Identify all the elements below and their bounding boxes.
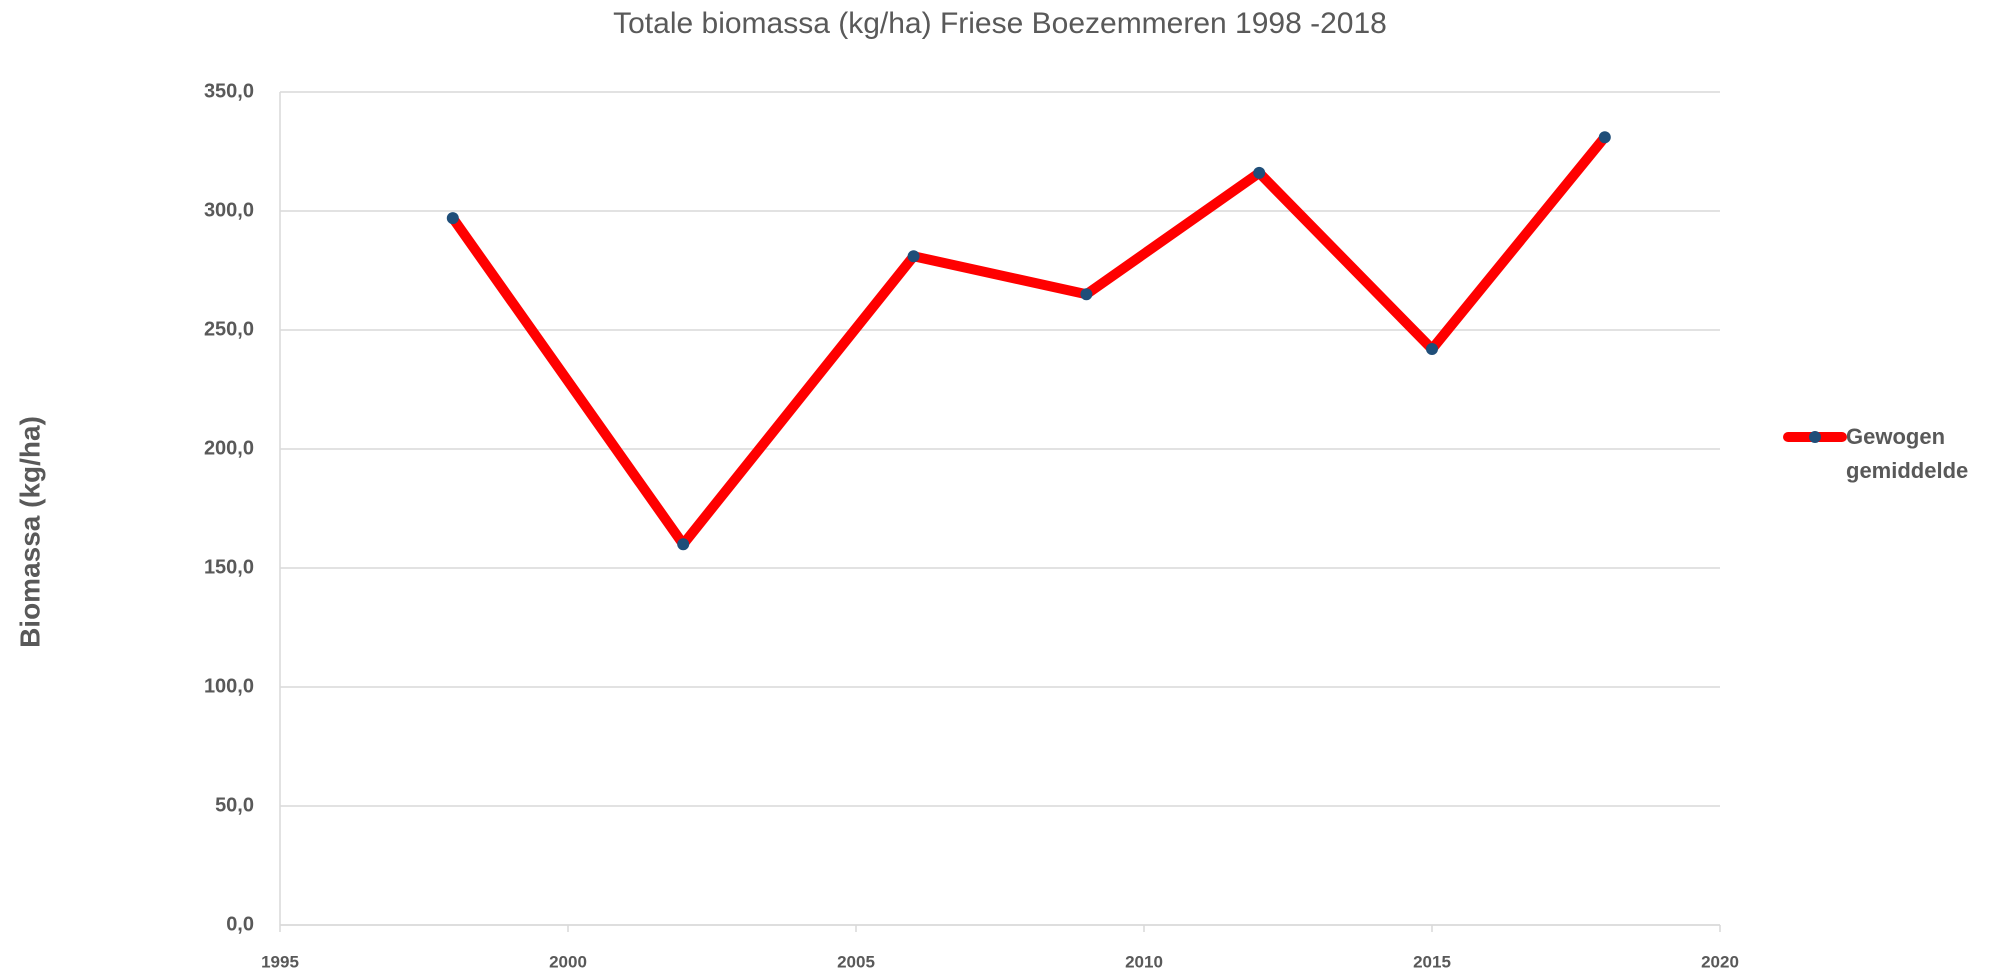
y-tick-label: 0,0 — [226, 913, 254, 935]
y-tick-label: 200,0 — [204, 437, 254, 459]
y-tick-label: 50,0 — [215, 794, 254, 816]
x-tick-label: 2015 — [1413, 952, 1451, 971]
marker — [1253, 166, 1266, 179]
x-tick-label: 2000 — [549, 952, 587, 971]
x-tick-label: 2005 — [837, 952, 875, 971]
marker — [446, 212, 459, 225]
y-tick-label: 300,0 — [204, 199, 254, 221]
marker — [1598, 131, 1611, 144]
chart-title: Totale biomassa (kg/ha) Friese Boezemmer… — [613, 7, 1387, 40]
y-tick-label: 350,0 — [204, 80, 254, 102]
y-axis-title: Biomassa (kg/ha) — [14, 416, 45, 648]
marker — [907, 250, 920, 263]
x-tick-label: 1995 — [261, 952, 299, 971]
y-tick-label: 100,0 — [204, 675, 254, 697]
x-tick-label: 2010 — [1125, 952, 1163, 971]
marker — [1426, 343, 1438, 356]
y-tick-label: 150,0 — [204, 556, 254, 578]
x-tick-label: 2020 — [1701, 952, 1739, 971]
line — [448, 134, 1609, 550]
marker — [677, 538, 690, 551]
marker — [1080, 288, 1093, 301]
legend-label: Gewogen gemiddelde — [1846, 424, 1969, 483]
y-tick-label: 250,0 — [204, 318, 254, 340]
legend-marker — [1809, 431, 1821, 443]
